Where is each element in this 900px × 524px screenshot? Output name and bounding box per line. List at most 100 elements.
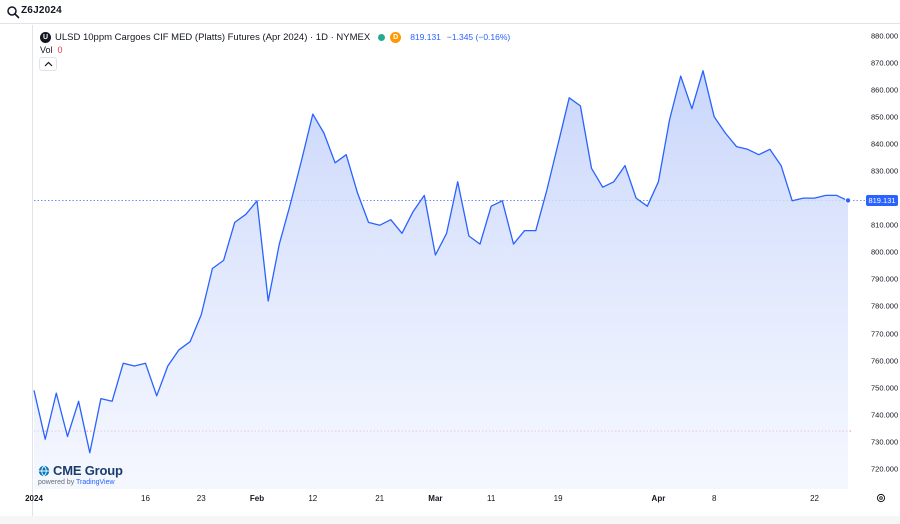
data-point[interactable] — [635, 197, 638, 200]
data-point[interactable] — [423, 194, 426, 197]
cme-watermark[interactable]: CME Group powered by TradingView — [38, 463, 123, 486]
data-point[interactable] — [345, 153, 348, 156]
y-tick-label: 740.000 — [871, 410, 899, 420]
data-point[interactable] — [757, 153, 760, 156]
data-point[interactable] — [434, 254, 437, 257]
data-point[interactable] — [713, 115, 716, 118]
market-status-icon[interactable] — [378, 33, 386, 41]
data-point[interactable] — [479, 243, 482, 246]
data-point[interactable] — [66, 435, 69, 438]
data-point[interactable] — [55, 392, 58, 395]
data-point[interactable] — [579, 104, 582, 107]
x-tick-label: 16 — [141, 494, 150, 503]
data-point[interactable] — [512, 243, 515, 246]
data-point[interactable] — [267, 300, 270, 303]
data-point[interactable] — [534, 229, 537, 232]
y-tick-label: 850.000 — [871, 112, 899, 122]
y-tick-label: 730.000 — [871, 437, 899, 447]
data-point[interactable] — [189, 340, 192, 343]
data-point[interactable] — [378, 224, 381, 227]
data-point[interactable] — [668, 118, 671, 121]
data-point[interactable] — [178, 348, 181, 351]
collapse-legend-button[interactable] — [39, 57, 57, 71]
data-point[interactable] — [490, 205, 493, 208]
data-point[interactable] — [813, 197, 816, 200]
data-point[interactable] — [389, 218, 392, 221]
chart-area[interactable] — [32, 25, 900, 516]
data-point[interactable] — [802, 197, 805, 200]
series-line[interactable] — [33, 70, 849, 454]
data-point[interactable] — [568, 96, 571, 99]
data-point[interactable] — [401, 232, 404, 235]
symbol-search-input[interactable]: Z6J2024 — [21, 5, 62, 16]
data-point[interactable] — [523, 229, 526, 232]
data-point[interactable] — [322, 132, 325, 135]
data-point[interactable] — [791, 199, 794, 202]
data-point[interactable] — [222, 259, 225, 262]
powered-brand[interactable]: TradingView — [76, 479, 115, 486]
data-point[interactable] — [601, 186, 604, 189]
data-point[interactable] — [624, 164, 627, 167]
data-point[interactable] — [300, 159, 303, 162]
data-point[interactable] — [155, 394, 158, 397]
data-point[interactable] — [144, 362, 147, 365]
data-point[interactable] — [835, 194, 838, 197]
data-point[interactable] — [256, 199, 259, 202]
top-bar: Z6J2024 — [0, 0, 900, 24]
data-point[interactable] — [311, 113, 314, 116]
data-point[interactable] — [233, 221, 236, 224]
x-tick-label: 23 — [196, 494, 206, 503]
data-point[interactable] — [412, 210, 415, 213]
data-point[interactable] — [445, 232, 448, 235]
data-point[interactable] — [679, 75, 682, 78]
data-point[interactable] — [768, 148, 771, 151]
gear-icon[interactable] — [876, 493, 886, 503]
data-point[interactable] — [735, 145, 738, 148]
data-point[interactable] — [122, 362, 125, 365]
data-point[interactable] — [646, 205, 649, 208]
data-point[interactable] — [44, 438, 47, 441]
x-tick-label: 11 — [487, 494, 496, 503]
data-point[interactable] — [780, 164, 783, 167]
y-tick-label: 840.000 — [871, 139, 899, 149]
data-point[interactable] — [278, 243, 281, 246]
last-point-marker — [845, 197, 852, 204]
data-point[interactable] — [590, 167, 593, 170]
data-point[interactable] — [33, 389, 36, 392]
data-point[interactable] — [166, 365, 169, 368]
data-point[interactable] — [612, 180, 615, 183]
data-point[interactable] — [367, 221, 370, 224]
series-title[interactable]: ULSD 10ppm Cargoes CIF MED (Platts) Futu… — [55, 31, 371, 43]
x-tick-label: 2024 — [25, 494, 43, 503]
data-point[interactable] — [200, 313, 203, 316]
data-point[interactable] — [456, 180, 459, 183]
data-point[interactable] — [746, 148, 749, 151]
data-point[interactable] — [77, 400, 80, 403]
data-point[interactable] — [334, 161, 337, 164]
data-point[interactable] — [88, 451, 91, 454]
data-point[interactable] — [356, 191, 359, 194]
data-point[interactable] — [724, 132, 727, 135]
data-point[interactable] — [111, 400, 114, 403]
x-tick-label: 21 — [375, 494, 385, 503]
data-point[interactable] — [244, 213, 247, 216]
data-point[interactable] — [211, 267, 214, 270]
delay-badge[interactable]: D — [390, 31, 402, 43]
search-icon[interactable] — [6, 5, 20, 19]
data-point[interactable] — [545, 188, 548, 191]
data-point[interactable] — [501, 199, 504, 202]
data-point[interactable] — [702, 69, 705, 72]
data-point[interactable] — [99, 397, 102, 400]
x-tick-label: 19 — [553, 494, 563, 503]
data-point[interactable] — [133, 365, 136, 368]
y-tick-label: 830.000 — [871, 166, 899, 176]
data-point[interactable] — [467, 235, 470, 238]
data-point[interactable] — [824, 194, 827, 197]
data-point[interactable] — [657, 180, 660, 183]
powered-by: powered by TradingView — [38, 479, 123, 486]
data-point[interactable] — [557, 142, 560, 145]
x-tick-label: 8 — [711, 494, 717, 503]
data-point[interactable] — [289, 202, 292, 205]
data-point[interactable] — [690, 107, 693, 110]
